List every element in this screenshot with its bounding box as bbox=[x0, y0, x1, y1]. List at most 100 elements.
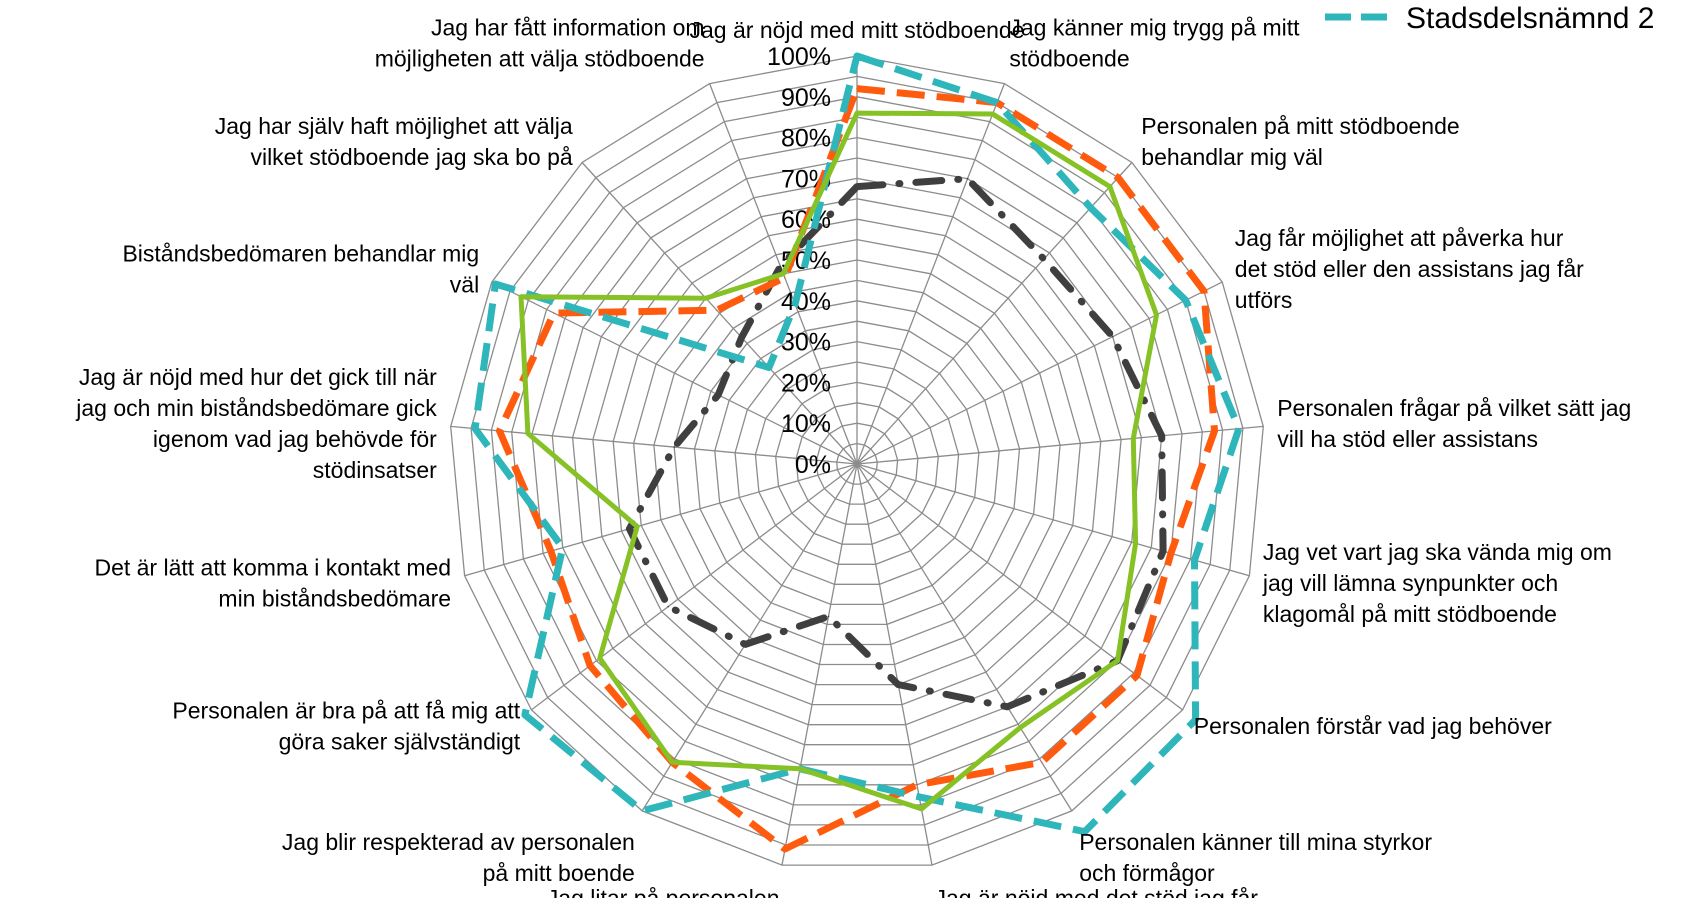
grid-ring bbox=[592, 198, 1122, 726]
category-label: väl bbox=[450, 272, 479, 298]
series-line-4 bbox=[518, 110, 1159, 812]
category-label: jag vill lämna synpunkter och bbox=[1262, 570, 1558, 596]
series-1-point bbox=[628, 528, 631, 530]
series-3-point bbox=[1238, 427, 1240, 430]
series-2-point bbox=[1213, 430, 1216, 432]
series-1-point bbox=[856, 185, 858, 188]
grid-ring bbox=[612, 218, 1102, 706]
r-tick-label: 30% bbox=[781, 329, 831, 357]
series-1-point bbox=[740, 336, 743, 339]
category-label: vill ha stöd eller assistans bbox=[1277, 426, 1538, 452]
series-1-point bbox=[827, 615, 830, 618]
category-label: Jag litar på personalen bbox=[547, 885, 780, 898]
category-label: klagomål på mitt stödboende bbox=[1263, 601, 1557, 627]
category-label: det stöd eller den assistans jag får bbox=[1235, 256, 1584, 282]
r-tick-label: 100% bbox=[767, 43, 831, 71]
series-2-point bbox=[553, 312, 555, 314]
series-1-point bbox=[667, 605, 669, 608]
grid-ring bbox=[450, 55, 1264, 866]
series-4-point bbox=[1116, 659, 1119, 662]
series-1-point bbox=[779, 265, 782, 268]
grid-ring bbox=[775, 381, 939, 545]
grid-spoke bbox=[581, 162, 858, 465]
series-4-point bbox=[782, 273, 785, 275]
series-4-point bbox=[1155, 314, 1158, 316]
category-label: igenom vad jag behövde för bbox=[153, 426, 437, 452]
series-4-point bbox=[1109, 185, 1111, 188]
grid-spoke bbox=[464, 463, 858, 577]
legend: Stadsdelsnämnd 2 bbox=[1325, 2, 1655, 35]
series-1-point bbox=[717, 394, 719, 396]
grid-ring bbox=[795, 402, 919, 525]
series-2-point bbox=[716, 309, 718, 312]
grid-spoke bbox=[856, 425, 1264, 465]
series-2-point bbox=[1040, 761, 1043, 764]
grid-ring bbox=[693, 300, 1021, 626]
grid-spoke bbox=[491, 281, 858, 465]
series-3-point bbox=[641, 810, 643, 812]
grid-ring bbox=[815, 422, 899, 505]
category-label: jag och min biståndsbedömare gick bbox=[75, 395, 437, 421]
grid-ring bbox=[490, 96, 1224, 826]
grid-spoke bbox=[856, 463, 1183, 711]
series-1-point bbox=[1043, 258, 1045, 260]
category-label: stödboende bbox=[1009, 46, 1129, 72]
series-2-point bbox=[1136, 674, 1138, 677]
category-label: Personalen förstår vad jag behöver bbox=[1194, 713, 1552, 739]
series-4-point bbox=[1019, 726, 1021, 729]
r-tick-label: 10% bbox=[781, 410, 831, 438]
category-label: göra saker självständigt bbox=[279, 729, 521, 755]
category-label: Jag är nöjd med mitt stödboende bbox=[690, 17, 1025, 43]
grid-ring bbox=[511, 116, 1203, 806]
category-label: Jag får möjlighet att påverka hur bbox=[1235, 225, 1564, 251]
series-3-point bbox=[856, 55, 858, 57]
series-1-point bbox=[1162, 550, 1164, 552]
series-2-point bbox=[589, 664, 591, 667]
grid-spoke bbox=[450, 425, 858, 465]
grid-spoke bbox=[856, 463, 1073, 812]
grid-spoke bbox=[531, 463, 858, 711]
series-3-point bbox=[524, 714, 526, 716]
series-3-point bbox=[494, 283, 497, 285]
series-3-point bbox=[474, 427, 476, 430]
series-1-point bbox=[966, 177, 969, 180]
series-3-point bbox=[1193, 559, 1196, 561]
grid-spoke bbox=[781, 463, 858, 866]
category-label: utförs bbox=[1235, 287, 1293, 313]
series-2-point bbox=[498, 430, 501, 432]
series-2-point bbox=[1170, 552, 1172, 555]
grid-ring bbox=[551, 157, 1163, 766]
grid-spoke bbox=[856, 281, 1223, 465]
category-label: stödinsatser bbox=[313, 457, 437, 483]
category-label: min biståndsbedömare bbox=[218, 585, 451, 611]
series-2-point bbox=[784, 276, 786, 279]
series-2-point bbox=[1117, 176, 1119, 179]
grid-spoke bbox=[856, 162, 1133, 465]
series-1-point bbox=[1006, 706, 1009, 708]
category-label: och förmågor bbox=[1079, 860, 1215, 886]
series-1-point bbox=[1111, 335, 1114, 338]
series-line-1 bbox=[625, 175, 1167, 711]
series-3-point bbox=[1083, 830, 1086, 833]
category-label: Personalen är bra på att få mig att bbox=[172, 698, 520, 724]
r-tick-label: 20% bbox=[781, 369, 831, 397]
series-3-point bbox=[768, 366, 770, 369]
series-4-point bbox=[599, 657, 601, 659]
category-label: Jag har fått information om bbox=[431, 15, 705, 41]
series-4-point bbox=[636, 525, 638, 528]
category-label: möjligheten att välja stödboende bbox=[375, 46, 705, 72]
grid-ring bbox=[714, 320, 1000, 606]
category-label: vilket stödboende jag ska bo på bbox=[250, 144, 572, 170]
category-label: Personalen frågar på vilket sätt jag bbox=[1277, 395, 1631, 421]
r-tick-label: 90% bbox=[781, 84, 831, 112]
series-3-point bbox=[1089, 206, 1092, 209]
radar-series bbox=[471, 52, 1243, 853]
series-2-point bbox=[550, 550, 552, 552]
series-2-point bbox=[856, 87, 858, 90]
category-label: Jag känner mig trygg på mitt bbox=[1009, 15, 1300, 41]
category-label: Det är lätt att komma i kontakt med bbox=[94, 554, 451, 580]
category-label: Jag har själv haft möjlighet att välja bbox=[215, 113, 573, 139]
grid-spoke bbox=[856, 83, 1006, 465]
